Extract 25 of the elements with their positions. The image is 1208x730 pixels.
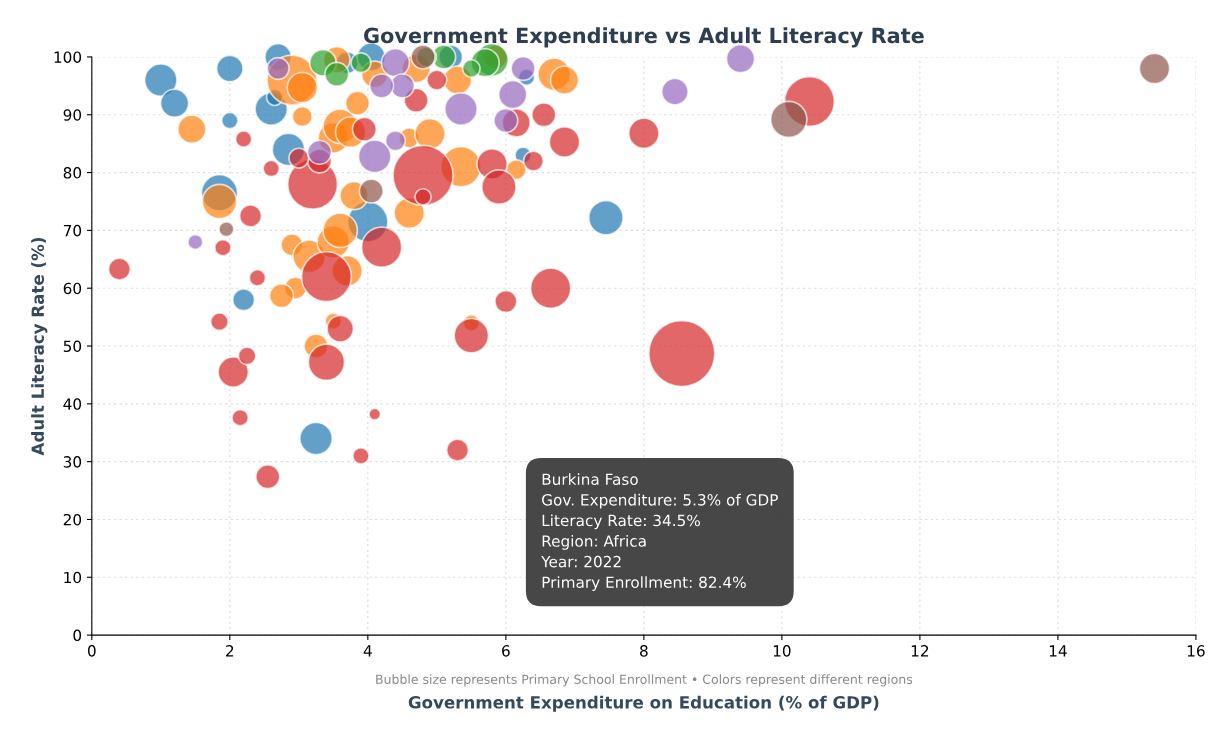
y-tick-label: 90 (63, 109, 82, 121)
x-tick-label: 4 (363, 645, 372, 657)
x-tick-label: 14 (1049, 645, 1067, 657)
y-tick-label: 30 (63, 456, 82, 468)
x-tick-label: 16 (1187, 645, 1205, 657)
y-tick-label: 20 (63, 513, 82, 526)
y-tick-label: 10 (64, 571, 82, 584)
x-tick-label: 10 (773, 645, 791, 657)
x-axis-title: Government Expenditure on Education (% of GDP) (408, 695, 879, 712)
y-tick-label: 70 (63, 224, 82, 237)
y-axis-title: Adult Literacy Rate (%) (31, 238, 48, 456)
x-tick-label: 12 (911, 645, 929, 657)
x-tick-label: 2 (226, 645, 234, 657)
y-tick-label: 50 (63, 340, 82, 353)
text: Bubble size represents Primary School Enrollment • Colors represent different regions (376, 674, 913, 687)
annotation: Burkina Faso Gov. Expenditure: 5.3% of GDP Literacy Rate: 34.5% Region: Africa Year: 2022 Primary Enrollment: 82.4% (541, 473, 778, 591)
y-tick-label: 60 (63, 282, 82, 295)
x-tick-label: 0 (87, 645, 96, 657)
x-tick-label: 8 (640, 645, 648, 657)
y-tick-label: 0 (73, 629, 82, 642)
x-tick-label: 6 (502, 645, 510, 657)
y-tick-label: 40 (63, 398, 82, 410)
y-tick-label: 80 (63, 167, 82, 179)
chart-title: Government Expenditure vs Adult Literacy Rate (364, 27, 924, 48)
y-tick-label: 100 (54, 51, 82, 63)
